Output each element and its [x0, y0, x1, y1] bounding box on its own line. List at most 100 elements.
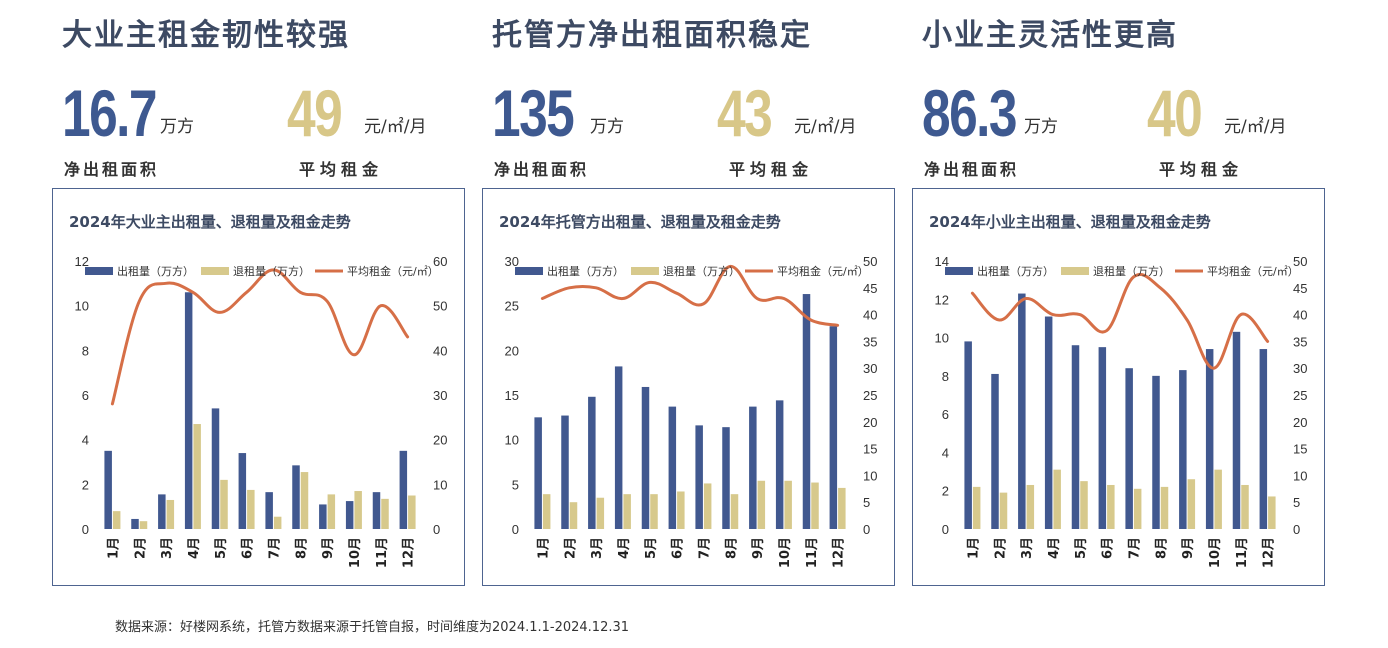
- kpi-net-area: 135 万方 净出租面积: [492, 78, 692, 188]
- bar-leased: [991, 373, 999, 529]
- bar-returned: [1107, 484, 1115, 529]
- bar-leased: [749, 406, 757, 529]
- bar-leased: [534, 417, 542, 529]
- y-right-tick-label: 30: [1293, 361, 1307, 376]
- bar-returned: [1133, 488, 1142, 529]
- y-right-tick-label: 15: [863, 442, 877, 457]
- y-left-tick-label: 0: [82, 522, 89, 537]
- kpi-avg-rent: 43 元/㎡/月 平均租金: [717, 78, 897, 188]
- legend-swatch-leased: [515, 267, 543, 275]
- y-left-tick-label: 10: [935, 331, 949, 346]
- bar-leased: [775, 400, 784, 529]
- y-right-tick-label: 50: [863, 254, 877, 269]
- y-right-tick-label: 5: [1293, 495, 1300, 510]
- bar-leased: [1179, 370, 1187, 529]
- kpi-avg-rent-label: 平均租金: [299, 160, 384, 179]
- x-tick-label: 6月: [1101, 537, 1116, 559]
- y-right-tick-label: 40: [433, 343, 447, 358]
- y-right-tick-label: 10: [1293, 468, 1307, 483]
- section-headline: 小业主灵活性更高: [922, 18, 1178, 53]
- bar-returned: [838, 487, 846, 529]
- legend-swatch-leased: [945, 267, 973, 275]
- bar-leased: [319, 504, 327, 529]
- line-avg-rent: [540, 264, 840, 327]
- y-left-tick-label: 8: [942, 369, 949, 384]
- bar-leased: [399, 450, 408, 529]
- bar-returned: [1053, 469, 1061, 529]
- legend-swatch-leased: [85, 267, 113, 275]
- kpi-net-area-label: 净出租面积: [64, 160, 160, 179]
- bar-leased: [668, 406, 677, 529]
- y-left-tick-label: 5: [512, 477, 519, 492]
- section-small-landlord: 小业主灵活性更高 86.3 万方 净出租面积 40 元/㎡/月 平均租金 202…: [912, 0, 1327, 590]
- bar-leased: [1125, 368, 1133, 529]
- y-left-tick-label: 6: [942, 407, 949, 422]
- y-right-tick-label: 40: [1293, 308, 1307, 323]
- bar-returned: [999, 492, 1008, 529]
- x-tick-label: 1月: [536, 537, 551, 559]
- legend-swatch-returned: [201, 267, 229, 275]
- y-right-tick-label: 25: [863, 388, 877, 403]
- bar-leased: [829, 326, 838, 529]
- x-tick-label: 5月: [1074, 537, 1089, 559]
- section-headline: 托管方净出租面积稳定: [492, 18, 812, 53]
- y-right-tick-label: 45: [1293, 281, 1307, 296]
- bar-returned: [757, 480, 766, 529]
- x-tick-label: 12月: [832, 537, 847, 568]
- chart-title: 2024年小业主出租量、退租量及租金走势: [929, 213, 1211, 231]
- bar-returned: [193, 424, 201, 529]
- y-right-tick-label: 0: [433, 522, 440, 537]
- bar-returned: [112, 511, 121, 529]
- kpi-net-area-value: 16.7: [62, 76, 158, 150]
- y-right-tick-label: 0: [1293, 522, 1300, 537]
- y-right-tick-label: 10: [863, 468, 877, 483]
- y-right-tick-label: 60: [433, 254, 447, 269]
- kpi-net-area: 16.7 万方 净出租面积: [62, 78, 262, 188]
- section-headline: 大业主租金韧性较强: [62, 18, 350, 53]
- x-tick-label: 11月: [805, 537, 820, 568]
- y-right-tick-label: 30: [863, 361, 877, 376]
- kpi-avg-rent-value: 40: [1147, 76, 1203, 150]
- bar-returned: [220, 479, 228, 529]
- kpi-net-area: 86.3 万方 净出租面积: [922, 78, 1122, 188]
- bar-returned: [677, 491, 685, 529]
- y-left-tick-label: 30: [505, 254, 519, 269]
- x-tick-label: 9月: [321, 537, 336, 559]
- kpi-avg-rent-value: 43: [717, 76, 773, 150]
- y-left-tick-label: 6: [82, 388, 89, 403]
- chart-panel: 2024年大业主出租量、退租量及租金走势 0 2 4 6 8 10 12 0 10 20 30 40 5…: [52, 188, 465, 586]
- y-right-tick-label: 0: [863, 522, 870, 537]
- bar-returned: [1214, 469, 1222, 529]
- bar-returned: [650, 494, 658, 529]
- x-tick-label: 5月: [214, 537, 229, 559]
- legend-label-leased: 出租量（万方）: [547, 264, 624, 278]
- y-right-tick-label: 20: [863, 415, 877, 430]
- section-large-landlord: 大业主租金韧性较强 16.7 万方 净出租面积 49 元/㎡/月 平均租金 2 0…: [52, 0, 467, 590]
- bar-leased: [131, 518, 139, 529]
- line-avg-rent: [110, 268, 410, 406]
- combo-chart: 0 2 4 6 8 10 12 14 0 5 10 15 20 25 30 35 40 45 50 1月 2月 3月 4月 5…: [935, 254, 1308, 568]
- y-right-tick-label: 40: [863, 308, 877, 323]
- x-tick-label: 9月: [1181, 537, 1196, 559]
- y-left-tick-label: 4: [82, 433, 89, 448]
- y-right-tick-label: 10: [433, 477, 447, 492]
- y-right-tick-label: 5: [863, 495, 870, 510]
- x-tick-label: 4月: [1047, 537, 1062, 559]
- x-tick-label: 3月: [160, 537, 175, 559]
- bar-returned: [354, 491, 362, 529]
- bar-leased: [1071, 345, 1080, 529]
- kpi-avg-rent-unit: 元/㎡/月: [364, 117, 427, 137]
- chart-panel: 2024年托管方出租量、退租量及租金走势 0 5 10 15 20 25 30 0 5 10 15 2…: [482, 188, 895, 586]
- legend-label-rent: 平均租金（元/㎡）: [1207, 264, 1299, 278]
- kpi-net-area-label: 净出租面积: [494, 160, 590, 179]
- y-left-tick-label: 2: [82, 477, 89, 492]
- bar-leased: [1018, 293, 1026, 529]
- kpi-net-area-unit: 万方: [160, 117, 194, 137]
- bar-returned: [730, 494, 739, 529]
- legend-label-rent: 平均租金（元/㎡）: [347, 264, 439, 278]
- x-tick-label: 9月: [751, 537, 766, 559]
- legend-swatch-returned: [631, 267, 659, 275]
- kpi-avg-rent: 49 元/㎡/月 平均租金: [287, 78, 467, 188]
- x-tick-label: 6月: [241, 537, 256, 559]
- bar-returned: [381, 498, 389, 529]
